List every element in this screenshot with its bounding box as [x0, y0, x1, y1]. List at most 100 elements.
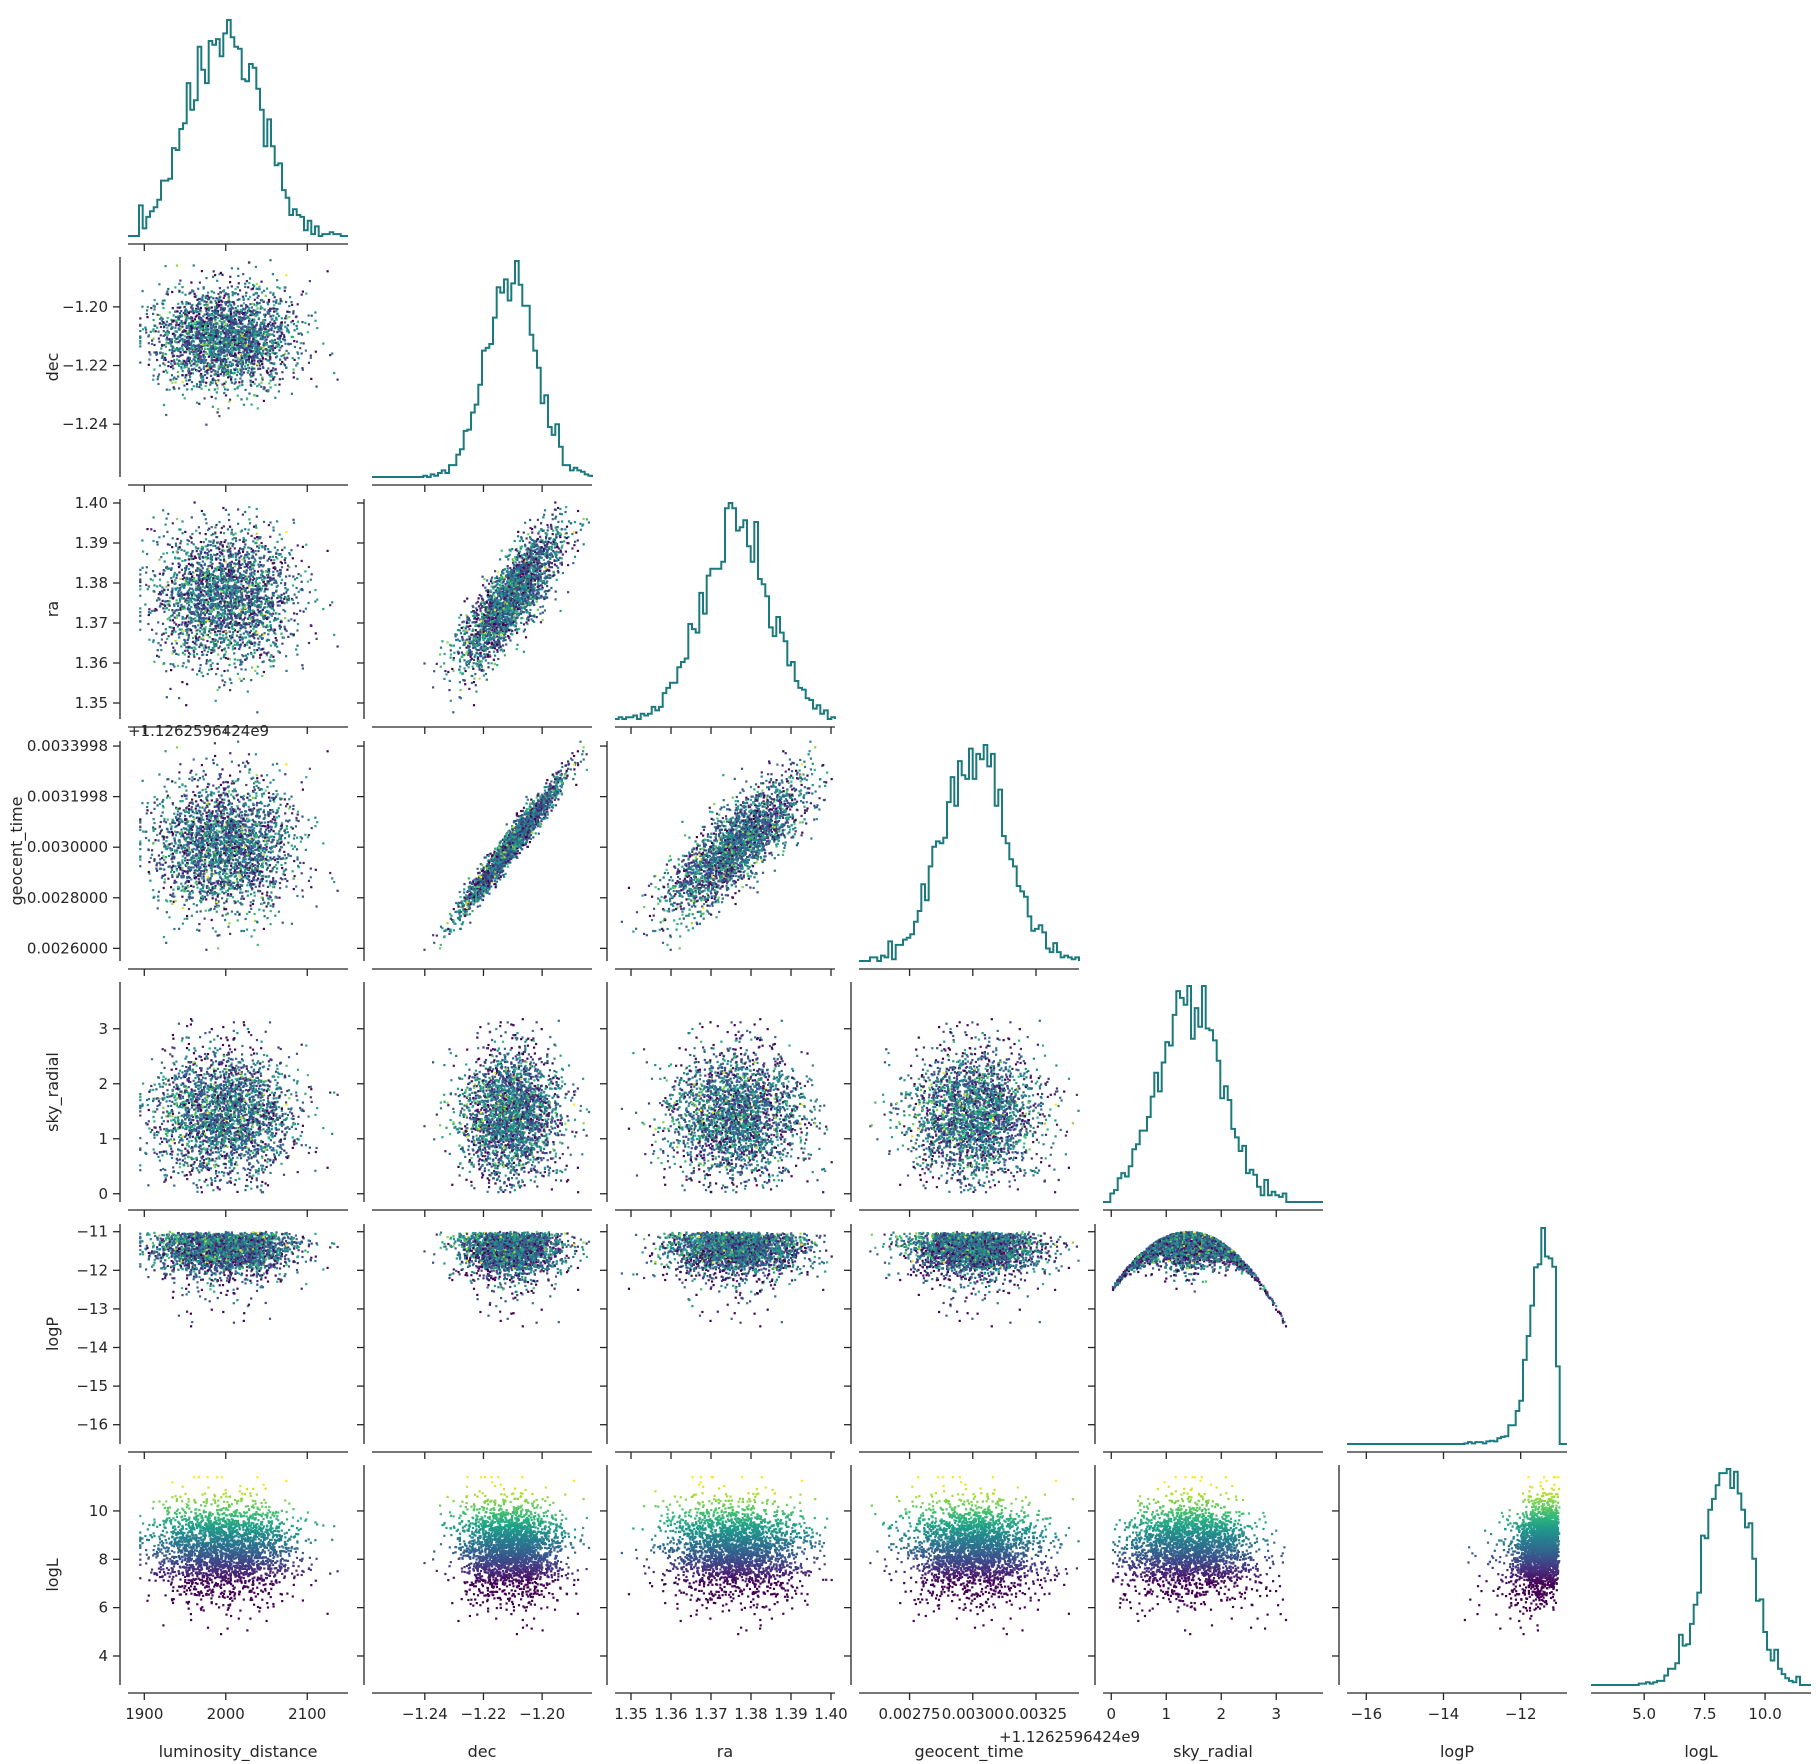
scatter-point — [284, 321, 286, 323]
scatter-point — [205, 353, 207, 355]
scatter-point — [210, 354, 212, 356]
scatter-point — [272, 344, 274, 346]
scatter-point — [273, 363, 275, 365]
scatter-point — [242, 551, 244, 553]
scatter-point — [249, 349, 251, 351]
scatter-point — [275, 637, 277, 639]
scatter-point — [280, 341, 282, 343]
scatter-point — [272, 292, 274, 294]
scatter-point — [201, 328, 203, 330]
scatter-point — [170, 577, 172, 579]
scatter-point — [167, 293, 169, 295]
scatter-point — [235, 381, 237, 383]
scatter-point — [171, 348, 173, 350]
scatter-point — [192, 337, 194, 339]
scatter-point — [210, 381, 212, 383]
scatter-point — [268, 582, 270, 584]
scatter-point — [199, 282, 201, 284]
scatter-point — [139, 595, 141, 597]
scatter-point — [198, 356, 200, 358]
scatter-point — [242, 514, 244, 516]
scatter-point — [162, 509, 164, 511]
scatter-point — [333, 634, 335, 636]
scatter-point — [184, 377, 186, 379]
scatter-point — [249, 329, 251, 331]
scatter-point — [276, 355, 278, 357]
scatter-point — [246, 398, 248, 400]
scatter-point — [175, 543, 177, 545]
scatter-point — [285, 274, 287, 276]
scatter-point — [229, 351, 231, 353]
scatter-point — [192, 669, 194, 671]
scatter-point — [168, 331, 170, 333]
scatter-point — [269, 621, 271, 623]
scatter-point — [220, 373, 222, 375]
scatter-point — [185, 351, 187, 353]
scatter-point — [248, 262, 250, 264]
scatter-point — [195, 530, 197, 532]
scatter-point — [207, 348, 209, 350]
scatter-point — [261, 291, 263, 293]
scatter-point — [154, 530, 156, 532]
scatter-point — [256, 322, 258, 324]
scatter-point — [165, 632, 167, 634]
scatter-point — [181, 520, 183, 522]
scatter-point — [234, 353, 236, 355]
scatter-point — [201, 589, 203, 591]
scatter-point — [227, 287, 229, 289]
scatter-point — [285, 315, 287, 317]
scatter-point — [152, 379, 154, 381]
scatter-point — [193, 264, 195, 266]
scatter-point — [270, 329, 272, 331]
scatter-point — [281, 317, 283, 319]
scatter-point — [189, 376, 191, 378]
scatter-point — [214, 526, 216, 528]
scatter-point — [177, 625, 179, 627]
scatter-point — [165, 343, 167, 345]
scatter-point — [216, 306, 218, 308]
scatter-point — [252, 374, 254, 376]
scatter-point — [283, 336, 285, 338]
scatter-point — [204, 397, 206, 399]
scatter-point — [218, 415, 220, 417]
scatter-point — [264, 336, 266, 338]
scatter-point — [256, 395, 258, 397]
scatter-point — [230, 304, 232, 306]
scatter-point — [216, 280, 218, 282]
scatter-point — [270, 347, 272, 349]
scatter-point — [208, 356, 210, 358]
scatter-point — [314, 600, 316, 602]
scatter-point — [237, 365, 239, 367]
scatter-point — [270, 665, 272, 667]
scatter-point — [220, 300, 222, 302]
scatter-point — [206, 317, 208, 319]
scatter-point — [192, 310, 194, 312]
scatter-point — [256, 302, 258, 304]
scatter-point — [264, 590, 266, 592]
scatter-point — [292, 336, 294, 338]
scatter-point — [292, 312, 294, 314]
scatter-point — [209, 344, 211, 346]
scatter-point — [227, 407, 229, 409]
scatter-point — [174, 348, 176, 350]
scatter-point — [222, 337, 224, 339]
scatter-point — [205, 424, 207, 426]
scatter-point — [234, 388, 236, 390]
scatter-point — [266, 288, 268, 290]
scatter-point — [156, 303, 158, 305]
scatter-point — [256, 516, 258, 518]
scatter-point — [200, 307, 202, 309]
scatter-point — [272, 315, 274, 317]
scatter-point — [251, 362, 253, 364]
scatter-point — [245, 353, 247, 355]
scatter-point — [139, 611, 141, 613]
scatter-point — [153, 344, 155, 346]
scatter-point — [239, 373, 241, 375]
scatter-point — [148, 351, 150, 353]
scatter-point — [229, 376, 231, 378]
scatter-point — [153, 591, 155, 593]
scatter-point — [285, 670, 287, 672]
scatter-point — [262, 367, 264, 369]
scatter-point — [226, 339, 228, 341]
scatter-point — [229, 281, 231, 283]
